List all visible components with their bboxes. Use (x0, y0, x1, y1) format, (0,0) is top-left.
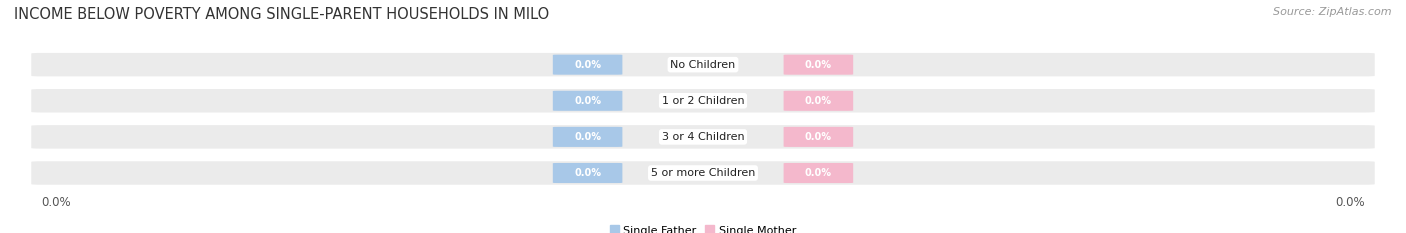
Text: Source: ZipAtlas.com: Source: ZipAtlas.com (1274, 7, 1392, 17)
FancyBboxPatch shape (31, 125, 1375, 149)
Text: 0.0%: 0.0% (574, 132, 602, 142)
Legend: Single Father, Single Mother: Single Father, Single Mother (606, 221, 800, 233)
Text: 0.0%: 0.0% (804, 60, 832, 70)
Text: 0.0%: 0.0% (804, 168, 832, 178)
FancyBboxPatch shape (553, 127, 623, 147)
Text: 0.0%: 0.0% (574, 168, 602, 178)
Text: 1 or 2 Children: 1 or 2 Children (662, 96, 744, 106)
FancyBboxPatch shape (553, 91, 623, 111)
Text: 5 or more Children: 5 or more Children (651, 168, 755, 178)
Text: 0.0%: 0.0% (804, 96, 832, 106)
FancyBboxPatch shape (31, 161, 1375, 185)
FancyBboxPatch shape (783, 91, 853, 111)
Text: INCOME BELOW POVERTY AMONG SINGLE-PARENT HOUSEHOLDS IN MILO: INCOME BELOW POVERTY AMONG SINGLE-PARENT… (14, 7, 550, 22)
FancyBboxPatch shape (783, 127, 853, 147)
Text: 0.0%: 0.0% (42, 196, 72, 209)
Text: 0.0%: 0.0% (804, 132, 832, 142)
Text: 0.0%: 0.0% (574, 96, 602, 106)
FancyBboxPatch shape (31, 89, 1375, 113)
FancyBboxPatch shape (31, 53, 1375, 76)
FancyBboxPatch shape (553, 163, 623, 183)
FancyBboxPatch shape (783, 55, 853, 75)
Text: 3 or 4 Children: 3 or 4 Children (662, 132, 744, 142)
Text: 0.0%: 0.0% (1334, 196, 1364, 209)
Text: No Children: No Children (671, 60, 735, 70)
Text: 0.0%: 0.0% (574, 60, 602, 70)
FancyBboxPatch shape (783, 163, 853, 183)
FancyBboxPatch shape (553, 55, 623, 75)
